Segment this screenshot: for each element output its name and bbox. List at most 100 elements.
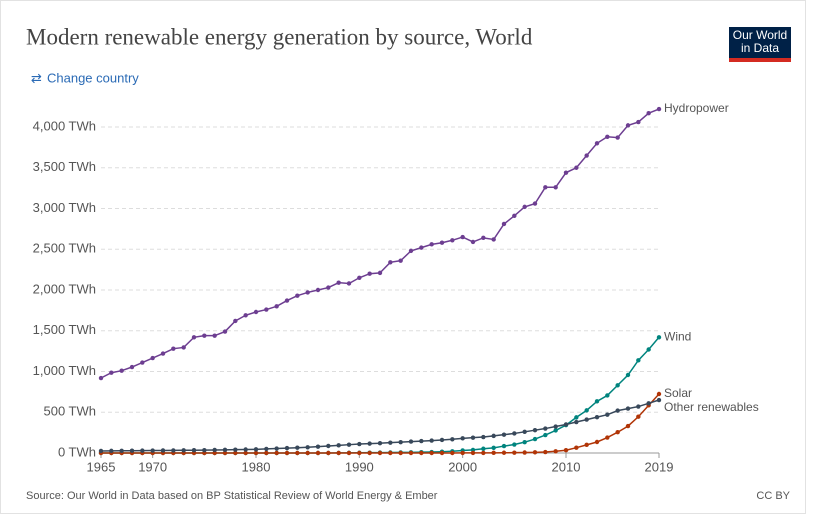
point	[646, 110, 651, 116]
point	[522, 204, 527, 210]
point	[636, 414, 641, 419]
x-tick-label: 2010	[552, 459, 581, 474]
point	[512, 442, 517, 447]
point	[305, 445, 310, 450]
swap-icon[interactable]: ⇄	[31, 70, 42, 85]
series-label: Hydropower	[664, 101, 729, 115]
point	[160, 448, 166, 453]
logo-box	[729, 27, 791, 62]
logo: Our World in Data	[729, 27, 791, 62]
point	[543, 449, 548, 455]
point	[563, 448, 569, 453]
point	[284, 298, 290, 303]
point	[522, 439, 527, 445]
point	[377, 441, 383, 446]
point	[615, 383, 620, 388]
point	[140, 360, 145, 365]
point	[522, 429, 527, 435]
y-tick-label: 4,000 TWh	[33, 118, 96, 133]
point	[636, 404, 641, 409]
point	[150, 448, 155, 453]
point	[222, 447, 228, 453]
point	[212, 450, 217, 456]
plot: 0 TWh 500 TWh 1,000 TWh 1,500 TWh 2,000 TWh 2…	[33, 101, 759, 474]
x-tick-label: 1970	[138, 459, 167, 474]
point	[594, 141, 600, 146]
point	[470, 239, 476, 245]
point	[109, 370, 114, 375]
y-tick-label: 1,000 TWh	[33, 363, 96, 378]
point	[625, 372, 631, 378]
point	[532, 450, 538, 455]
point	[357, 450, 362, 456]
point	[646, 347, 651, 352]
point	[419, 450, 424, 456]
change-country[interactable]: Change country	[47, 70, 139, 85]
point	[222, 450, 228, 456]
point	[656, 397, 662, 403]
point	[491, 433, 496, 439]
point	[532, 436, 538, 442]
point	[398, 258, 403, 263]
logo-text: in Data	[741, 41, 779, 55]
point	[439, 450, 445, 456]
point	[398, 439, 403, 445]
point	[501, 432, 507, 437]
point	[501, 443, 507, 449]
point	[264, 307, 269, 312]
point	[388, 440, 393, 445]
point	[233, 318, 238, 324]
point	[98, 448, 104, 454]
point	[450, 238, 455, 243]
point	[264, 450, 269, 456]
point	[274, 304, 279, 309]
point	[284, 450, 290, 456]
point	[119, 448, 124, 453]
point	[594, 399, 600, 404]
change-country-button[interactable]: ⇄ Change country	[31, 70, 139, 85]
point	[181, 448, 186, 453]
point	[408, 450, 414, 456]
y-tick-label: 2,500 TWh	[33, 241, 96, 256]
point	[243, 447, 248, 452]
point	[470, 450, 476, 456]
point	[450, 437, 455, 442]
point	[605, 435, 610, 440]
point	[594, 414, 600, 420]
point	[98, 375, 104, 381]
point	[202, 333, 207, 338]
point	[315, 450, 321, 456]
x-tick-label: 1980	[242, 459, 271, 474]
point	[522, 450, 527, 455]
point	[563, 170, 569, 175]
point	[419, 438, 424, 444]
point	[512, 450, 517, 455]
point	[140, 448, 145, 453]
card	[0, 0, 806, 514]
point	[481, 450, 486, 456]
point	[295, 293, 300, 298]
point	[109, 448, 114, 454]
point	[636, 119, 641, 125]
point	[181, 345, 186, 350]
y-tick-label: 0 TWh	[58, 444, 96, 459]
point	[501, 450, 507, 455]
point	[274, 450, 279, 456]
point	[543, 432, 548, 438]
point	[460, 450, 465, 456]
point	[212, 447, 217, 453]
point	[450, 450, 455, 456]
point	[202, 447, 207, 453]
point	[388, 450, 393, 456]
point	[367, 450, 372, 456]
point	[264, 446, 269, 452]
point	[315, 287, 321, 293]
point	[574, 445, 579, 450]
x-tick-label: 2019	[645, 459, 674, 474]
point	[656, 391, 662, 397]
point	[553, 449, 558, 454]
point	[295, 445, 300, 450]
point	[656, 335, 662, 340]
point	[553, 185, 558, 190]
